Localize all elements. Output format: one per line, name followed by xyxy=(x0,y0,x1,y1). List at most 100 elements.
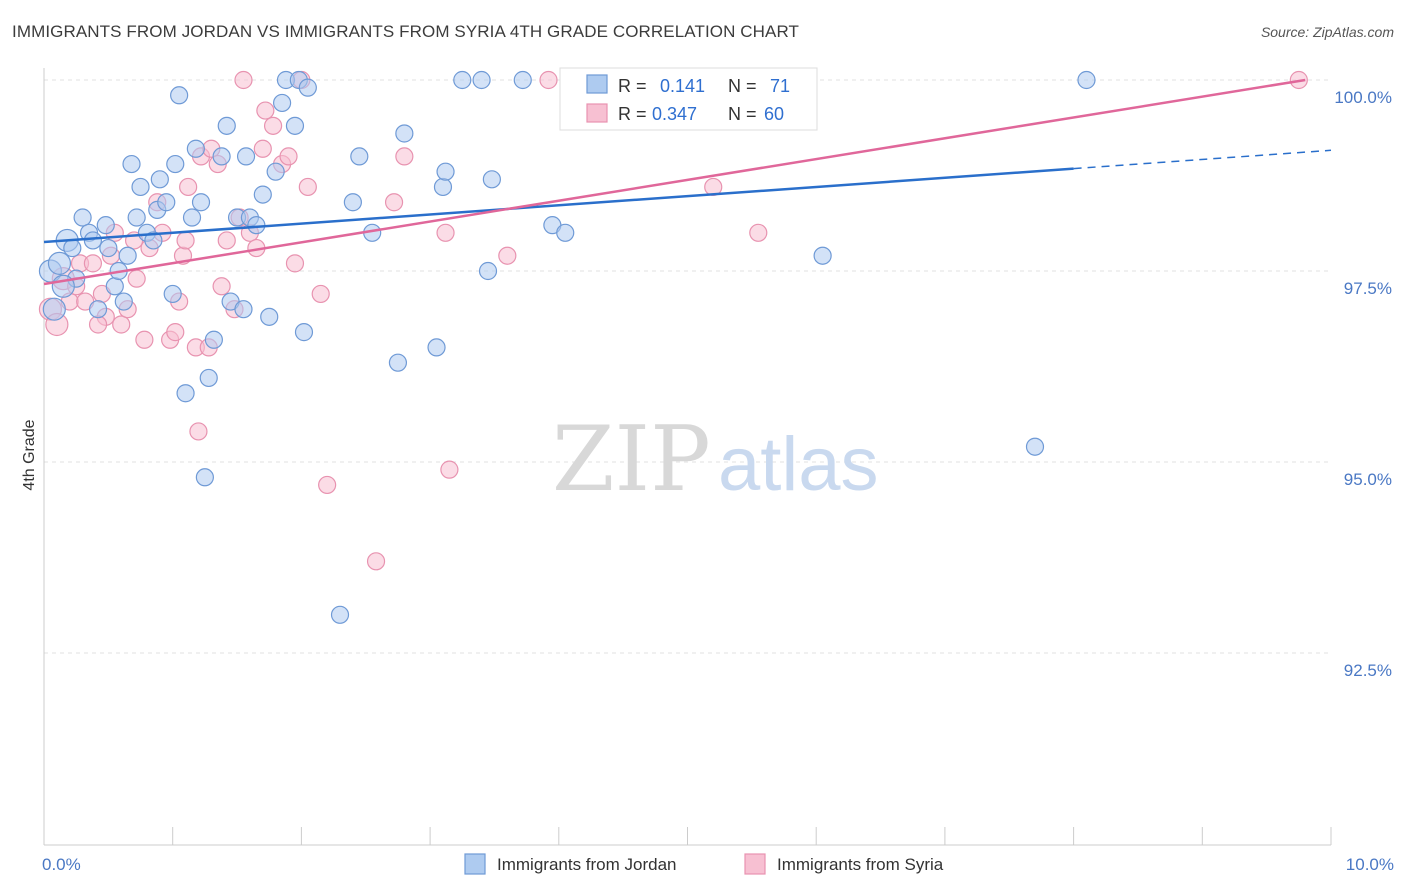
syria-point xyxy=(298,177,317,197)
jordan-point xyxy=(813,246,832,265)
jordan-point xyxy=(163,284,182,304)
jordan-point xyxy=(96,216,115,235)
jordan-point xyxy=(217,116,236,135)
jordan-point xyxy=(150,170,169,189)
jordan-point xyxy=(395,124,414,143)
tick-labels: 92.5% 95.0% 97.5% 100.0% 0.0% 10.0% xyxy=(42,88,1394,874)
syria-point xyxy=(318,475,337,495)
jordan-point xyxy=(234,300,253,319)
syria-point xyxy=(135,330,154,349)
jordan-point xyxy=(83,231,103,250)
syria-point xyxy=(112,315,131,334)
jordan-point xyxy=(166,154,185,174)
watermark-atlas: atlas xyxy=(718,422,879,507)
syria-point xyxy=(234,70,253,90)
jordan-point xyxy=(182,208,202,227)
jordan-point xyxy=(47,251,72,275)
jordan-point xyxy=(88,300,108,319)
legend-syria-n-label: N = xyxy=(728,104,757,124)
legend-jordan-r-label: R = xyxy=(618,76,647,96)
syria-point xyxy=(440,460,459,479)
jordan-point xyxy=(285,116,305,135)
jordan-point xyxy=(212,147,231,166)
jordan-point xyxy=(176,384,195,403)
syria-point xyxy=(176,231,195,250)
jordan-point xyxy=(388,353,408,372)
syria-point xyxy=(498,246,517,265)
legend-syria-swatch xyxy=(586,103,608,123)
syria-point xyxy=(366,552,386,571)
jordan-point xyxy=(427,338,446,357)
bottom-legend-syria-label: Immigrants from Syria xyxy=(777,855,944,874)
syria-point xyxy=(311,284,330,304)
jordan-point xyxy=(73,208,92,227)
jordan-point xyxy=(436,162,455,181)
y-tick-label: 92.5% xyxy=(1344,661,1392,680)
jordan-point xyxy=(191,193,211,212)
syria-point xyxy=(749,223,768,242)
bottom-legend-jordan-swatch xyxy=(464,853,486,875)
jordan-point xyxy=(157,193,176,212)
y-tick-label: 100.0% xyxy=(1334,88,1392,107)
syria-point xyxy=(279,147,298,166)
jordan-trend-extension xyxy=(1073,149,1332,170)
jordan-point xyxy=(122,154,141,174)
chart-title: IMMIGRANTS FROM JORDAN VS IMMIGRANTS FRO… xyxy=(12,22,800,41)
x-tick-label: 10.0% xyxy=(1346,855,1394,874)
syria-point xyxy=(127,269,146,288)
axes xyxy=(43,68,1332,846)
jordan-point xyxy=(453,70,472,90)
jordan-points xyxy=(38,70,1096,624)
y-tick-label: 97.5% xyxy=(1344,279,1392,298)
syria-point xyxy=(212,277,231,296)
syria-trend-line xyxy=(43,78,1306,286)
jordan-point xyxy=(478,261,498,281)
legend-jordan-r-value: 0.141 xyxy=(660,76,705,96)
x-tick-label: 0.0% xyxy=(42,855,81,874)
y-tick-label: 95.0% xyxy=(1344,470,1392,489)
jordan-point xyxy=(472,70,491,90)
syria-point xyxy=(256,101,275,120)
series-legend: Immigrants from Jordan Immigrants from S… xyxy=(464,853,944,875)
syria-point xyxy=(263,116,283,135)
jordan-point xyxy=(105,277,124,296)
jordan-trend-line xyxy=(43,167,1074,244)
source-label: Source: ZipAtlas.com xyxy=(1260,24,1394,40)
grid-lines xyxy=(44,79,1331,654)
jordan-point xyxy=(343,193,362,212)
jordan-point xyxy=(144,231,163,250)
jordan-point xyxy=(556,223,575,242)
y-axis-title: 4th Grade xyxy=(21,419,38,490)
legend-jordan-swatch xyxy=(586,74,608,94)
jordan-point xyxy=(186,139,205,158)
legend-jordan-n-label: N = xyxy=(728,76,757,96)
legend-syria-r-value: 0.347 xyxy=(652,104,697,124)
trend-lines xyxy=(43,78,1332,286)
watermark: ZIP atlas xyxy=(552,407,879,512)
syria-point xyxy=(285,254,305,273)
jordan-point xyxy=(195,468,214,487)
stats-legend: R = 0.141 N = 71 R = 0.347 N = 60 xyxy=(559,67,818,131)
jordan-point xyxy=(294,323,314,342)
jordan-point xyxy=(298,78,317,97)
jordan-point xyxy=(1025,437,1045,456)
jordan-point xyxy=(199,368,218,388)
jordan-point xyxy=(513,70,532,90)
jordan-point xyxy=(350,147,369,166)
watermark-zip: ZIP xyxy=(552,407,711,512)
jordan-point xyxy=(127,208,146,227)
syria-point xyxy=(179,177,198,197)
legend-syria-r-label: R = xyxy=(618,104,647,124)
syria-point xyxy=(166,323,185,342)
jordan-point xyxy=(131,177,150,197)
syria-point xyxy=(88,315,108,334)
jordan-point xyxy=(42,297,66,321)
jordan-point xyxy=(260,307,279,326)
legend-jordan-n-value: 71 xyxy=(770,76,790,96)
legend-syria-n-value: 60 xyxy=(764,104,784,124)
syria-point xyxy=(217,231,236,250)
jordan-point xyxy=(272,93,292,113)
syria-point xyxy=(539,70,558,90)
jordan-point xyxy=(433,177,453,197)
